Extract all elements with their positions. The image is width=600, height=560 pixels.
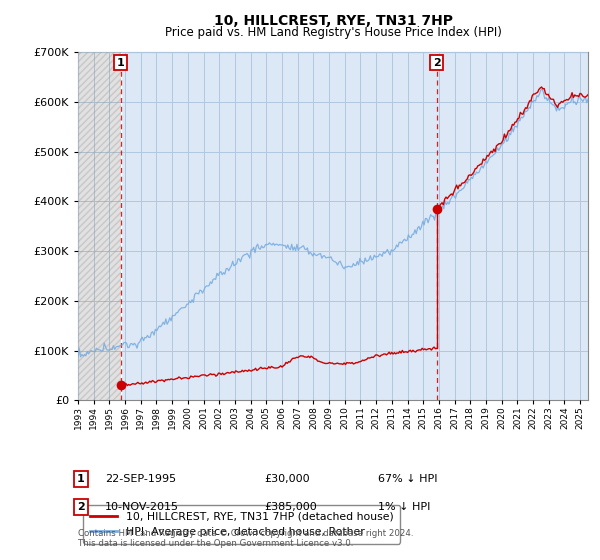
- Text: 10-NOV-2015: 10-NOV-2015: [105, 502, 179, 512]
- Text: 1% ↓ HPI: 1% ↓ HPI: [378, 502, 430, 512]
- Text: Contains HM Land Registry data © Crown copyright and database right 2024.
This d: Contains HM Land Registry data © Crown c…: [78, 529, 413, 548]
- Text: 67% ↓ HPI: 67% ↓ HPI: [378, 474, 437, 484]
- Text: 22-SEP-1995: 22-SEP-1995: [105, 474, 176, 484]
- Text: 10, HILLCREST, RYE, TN31 7HP: 10, HILLCREST, RYE, TN31 7HP: [214, 14, 452, 28]
- Text: 2: 2: [433, 58, 440, 68]
- Legend: 10, HILLCREST, RYE, TN31 7HP (detached house), HPI: Average price, detached hous: 10, HILLCREST, RYE, TN31 7HP (detached h…: [83, 505, 400, 544]
- Text: 1: 1: [77, 474, 85, 484]
- Text: £30,000: £30,000: [264, 474, 310, 484]
- Text: 1: 1: [117, 58, 125, 68]
- Text: 2: 2: [77, 502, 85, 512]
- Text: Price paid vs. HM Land Registry's House Price Index (HPI): Price paid vs. HM Land Registry's House …: [164, 26, 502, 39]
- Text: £385,000: £385,000: [264, 502, 317, 512]
